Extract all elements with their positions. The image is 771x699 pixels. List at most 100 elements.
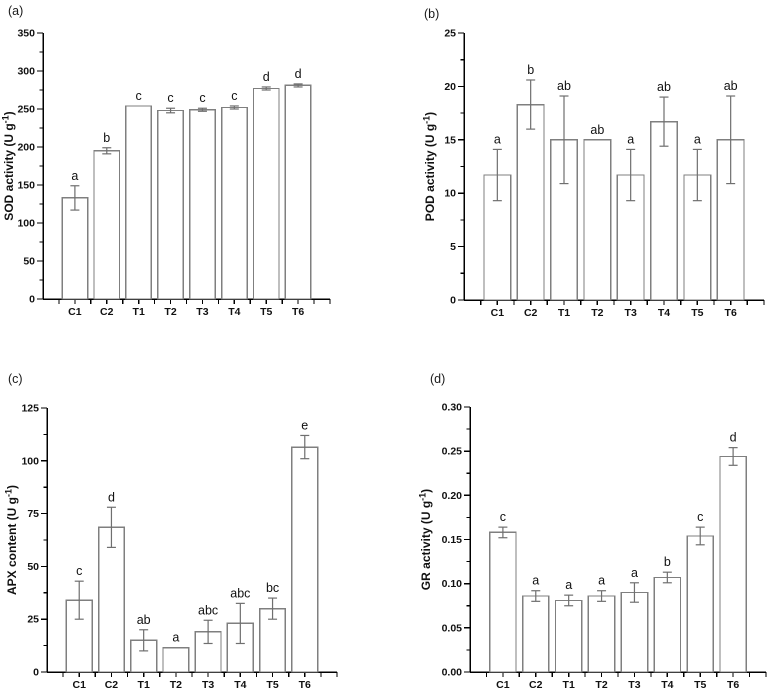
bar-T4	[653, 576, 682, 673]
x-category-label-C2: C2	[529, 679, 543, 691]
x-category-label-T5: T5	[260, 306, 272, 318]
category-labels: C1 C2 T1 T2 T3 T4 T5 T6	[73, 679, 312, 691]
x-category-label-T1: T1	[138, 679, 150, 691]
x-category-label-T1: T1	[558, 307, 570, 319]
x-ticks	[62, 672, 338, 677]
sig-letter-T6: d	[730, 431, 737, 445]
bar-T1	[554, 599, 583, 673]
gr-activity-bar-chart: 0.00 0.05 0.10 0.15 0.20 0.25 0.30 c a a a a b c d C1 C2…	[418, 402, 767, 691]
y-tick-label: 300	[17, 66, 35, 78]
y-tick-label: 50	[27, 561, 39, 573]
category-labels: C1 C2 T1 T2 T3 T4 T5 T6	[496, 679, 739, 691]
y-tick-label: 0	[33, 667, 39, 679]
y-tick-label: 125	[21, 403, 39, 415]
bar-T3	[620, 591, 649, 673]
error-bars	[74, 434, 310, 652]
bar-T4	[220, 106, 248, 300]
y-tick-label: 200	[17, 142, 35, 154]
x-category-label-T5: T5	[266, 679, 278, 691]
y-ticks	[37, 32, 43, 300]
sig-letter-T6: e	[301, 418, 308, 432]
x-category-label-C1: C1	[68, 306, 82, 318]
sig-letter-T3: c	[199, 91, 205, 105]
sig-letter-T4: ab	[657, 80, 671, 94]
bar-T6	[719, 455, 747, 673]
sig-letter-T5: bc	[266, 581, 279, 595]
x-category-label-T6: T6	[292, 306, 304, 318]
x-category-label-T2: T2	[591, 307, 603, 319]
bar-T2	[157, 109, 185, 300]
sig-letter-T4: c	[231, 89, 237, 103]
y-tick-label: 10	[444, 188, 456, 200]
x-category-label-C2: C2	[524, 307, 538, 319]
y-axis-title: APX content (U g-1)	[4, 485, 20, 595]
x-category-label-T3: T3	[628, 679, 640, 691]
sig-letter-T1: c	[136, 89, 142, 103]
bar-T2	[583, 139, 612, 301]
bars	[489, 455, 747, 673]
panel-d-gr-chart: 0.00 0.05 0.10 0.15 0.20 0.25 0.30 c a a a a b c d C1 C2…	[386, 350, 771, 699]
x-category-label-C2: C2	[105, 679, 119, 691]
error-bars	[498, 447, 738, 607]
y-axis-title: POD activity (U g-1)	[422, 112, 438, 221]
bar-C2	[521, 595, 550, 673]
bar-T4	[649, 120, 679, 301]
x-category-label-C2: C2	[100, 306, 114, 318]
y-tick-label: 0	[29, 294, 35, 306]
sig-letter-T6: ab	[724, 79, 738, 93]
bar-T5	[686, 535, 715, 673]
y-tick-label: 20	[444, 81, 456, 93]
category-labels: C1 C2 T1 T2 T3 T4 T5 T6	[68, 306, 304, 318]
y-tick-label: 0.20	[442, 490, 463, 502]
sig-letter-T3: a	[627, 132, 634, 146]
y-tick-label: 5	[450, 241, 456, 253]
x-category-label-T5: T5	[691, 307, 703, 319]
y-tick-labels: 0.00 0.05 0.10 0.15 0.20 0.25 0.30	[442, 402, 463, 679]
panel-c-apx-chart: 0 25 50 75 100 125 c d ab a abc abc bc e C1 C2 T1 T2 T3 T4 T…	[0, 350, 385, 699]
bar-C2	[93, 150, 121, 300]
y-tick-label: 0.05	[442, 622, 463, 634]
sig-letter-C1: c	[500, 510, 506, 524]
error-bars	[70, 83, 303, 211]
y-tick-label: 0.25	[442, 446, 463, 458]
sig-letter-T1: ab	[557, 79, 571, 93]
category-labels: C1 C2 T1 T2 T3 T4 T5 T6	[491, 307, 737, 319]
y-tick-label: 100	[21, 455, 39, 467]
sig-letter-C2: a	[532, 574, 539, 588]
x-ticks	[485, 672, 767, 677]
y-tick-label: 150	[17, 180, 35, 192]
sig-letter-C1: a	[71, 169, 78, 183]
sig-letter-T2: ab	[590, 123, 604, 137]
sig-letter-T2: a	[172, 631, 179, 645]
bar-C1	[61, 197, 89, 300]
y-tick-label: 250	[17, 104, 35, 116]
bar-T3	[188, 109, 216, 300]
panel-b-pod-chart: 0 5 10 15 20 25 a b ab ab a ab a ab C1 C2 T1 T2 T3 T4 T5 T6 PO…	[386, 0, 771, 355]
y-tick-label: 25	[444, 28, 456, 40]
y-tick-label: 100	[17, 218, 35, 230]
y-tick-label: 0.00	[442, 667, 463, 679]
x-ticks	[58, 299, 331, 304]
x-category-label-T4: T4	[228, 306, 240, 318]
sig-letter-T4: abc	[230, 586, 250, 600]
x-category-label-T3: T3	[625, 307, 637, 319]
y-tick-labels: 0 50 100 150 200 250 300 350	[17, 28, 35, 306]
y-tick-label: 0.15	[442, 534, 463, 546]
sig-letter-T1: ab	[137, 613, 151, 627]
bar-T6	[291, 446, 319, 673]
x-category-label-C1: C1	[496, 679, 510, 691]
bar-C2	[97, 526, 126, 673]
bar-T1	[125, 105, 153, 300]
x-category-label-T2: T2	[170, 679, 182, 691]
sig-letter-C2: b	[103, 131, 110, 145]
x-category-label-T6: T6	[299, 679, 311, 691]
panel-b-label: (b)	[424, 7, 440, 21]
y-tick-label: 350	[17, 28, 35, 40]
sig-letter-T6: d	[295, 67, 302, 81]
bar-T5	[252, 87, 280, 300]
x-category-label-T2: T2	[595, 679, 607, 691]
